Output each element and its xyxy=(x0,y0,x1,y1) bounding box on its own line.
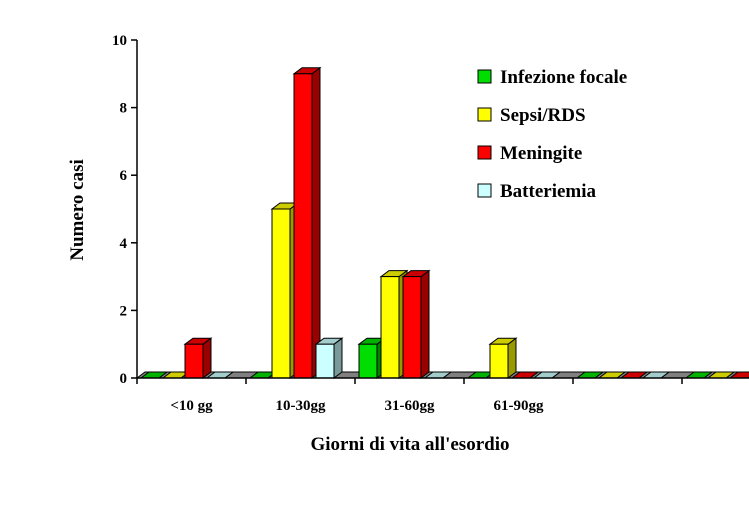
legend: Infezione focale Sepsi/RDS Meningite Batter… xyxy=(477,67,627,202)
y-tick-label: 6 xyxy=(120,168,128,184)
legend-swatch xyxy=(477,145,492,160)
x-tick-label: 10-30gg xyxy=(276,398,326,414)
bar xyxy=(401,269,431,379)
bar xyxy=(641,371,671,379)
bar xyxy=(292,66,322,379)
x-axis-title: Giorni di vita all'esordio xyxy=(311,434,510,455)
x-tick-labels: <10 gg 10-30gg 31-60gg 61-90gg xyxy=(136,378,683,414)
legend-label: Infezione focale xyxy=(500,67,627,88)
bar xyxy=(205,371,235,379)
axes-layer xyxy=(136,40,749,379)
y-tick-label: 10 xyxy=(112,33,127,49)
legend-label: Batteriemia xyxy=(500,181,597,202)
legend-item: Batteriemia xyxy=(477,181,597,202)
bars-layer xyxy=(135,66,749,379)
legend-item: Sepsi/RDS xyxy=(477,105,586,126)
y-tick-label: 0 xyxy=(120,371,128,387)
legend-swatch xyxy=(477,183,492,198)
bar xyxy=(183,337,213,379)
bar xyxy=(314,337,344,379)
x-tick-label: 31-60gg xyxy=(385,398,435,414)
y-tick-label: 4 xyxy=(120,236,128,252)
x-tick-label: <10 gg xyxy=(170,398,213,414)
y-axis-title: Numero casi xyxy=(67,159,88,261)
legend-item: Infezione focale xyxy=(477,67,627,88)
legend-swatch xyxy=(477,69,492,84)
legend-item: Meningite xyxy=(477,143,582,164)
legend-swatch xyxy=(477,107,492,122)
y-tick-label: 2 xyxy=(120,303,128,319)
x-tick-label: 61-90gg xyxy=(494,398,544,414)
legend-label: Meningite xyxy=(500,143,582,164)
bar xyxy=(488,337,518,379)
y-ticks: 0 2 4 6 8 10 xyxy=(112,33,137,387)
legend-label: Sepsi/RDS xyxy=(500,105,586,126)
y-tick-label: 8 xyxy=(120,101,128,117)
